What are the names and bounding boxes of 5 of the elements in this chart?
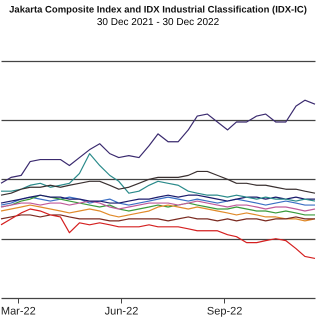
- x-tick-label: Mar-22: [0, 306, 36, 318]
- x-tick-label: Sep-22: [206, 306, 242, 318]
- chart-subtitle: 30 Dec 2021 - 30 Dec 2022: [96, 17, 220, 28]
- chart-title: Jakarta Composite Index and IDX Industrial Classification (IDX-IC): [9, 4, 307, 16]
- x-tick-label: Jun-22: [104, 306, 138, 318]
